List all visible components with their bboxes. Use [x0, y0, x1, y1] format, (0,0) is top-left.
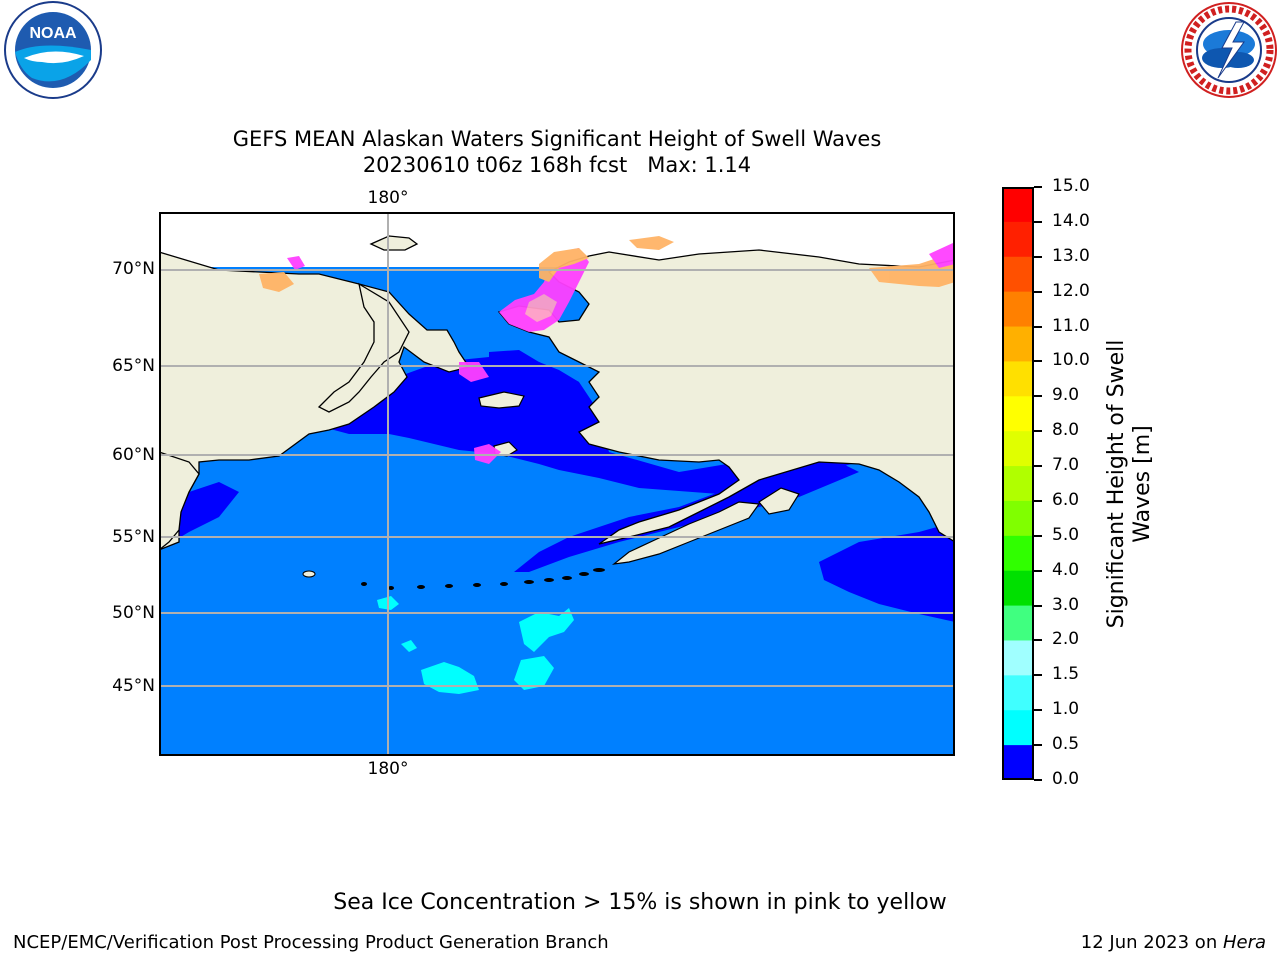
colorbar-tick-label: 15.0 — [1052, 176, 1090, 196]
sea-ice-chukchi-core — [525, 294, 557, 322]
noaa-logo-text: NOAA — [29, 25, 77, 42]
swell-map — [159, 212, 955, 756]
land-chukotka — [317, 282, 410, 413]
colorbar-tick-mark — [1034, 569, 1042, 572]
ocean-swell-0-0.5-gulf — [819, 522, 954, 622]
colorbar-tick-label: 1.0 — [1052, 699, 1080, 720]
colorbar-segment — [1002, 570, 1034, 607]
colorbar-tick-label: 10.0 — [1052, 350, 1090, 371]
lon-label-bottom: 180° — [367, 759, 409, 779]
colorbar-segment — [1002, 187, 1034, 223]
sea-ice-nw-siberia — [259, 272, 294, 292]
aleutian-islands — [302, 568, 605, 590]
colorbar-tick-mark — [1034, 360, 1042, 363]
credit-text: NCEP/EMC/Verification Post Processing Pr… — [13, 932, 609, 953]
colorbar-segment — [1002, 745, 1034, 780]
colorbar-tick-label: 1.5 — [1052, 664, 1080, 685]
colorbar-tick-label: 13.0 — [1052, 245, 1090, 266]
sea-ice-top-orange — [629, 236, 674, 250]
colorbar — [1002, 187, 1034, 780]
land-st-lawrence-island — [478, 391, 525, 409]
colorbar-tick-label: 14.0 — [1052, 210, 1090, 231]
colorbar-segment — [1002, 256, 1034, 293]
colorbar-segment — [1002, 605, 1034, 641]
colorbar-segment — [1002, 675, 1034, 711]
colorbar-segment — [1002, 466, 1034, 502]
colorbar-tick-mark — [1034, 604, 1042, 607]
colorbar-segment — [1002, 326, 1034, 362]
colorbar-tick-label: 11.0 — [1052, 315, 1090, 336]
colorbar-frame — [1002, 187, 1034, 780]
colorbar-tick-mark — [1034, 744, 1042, 747]
graticule — [160, 213, 954, 755]
colorbar-tick-label: 2.0 — [1052, 629, 1080, 650]
chart-subtitle: 20230610 t06z 168h fcst Max: 1.14 — [362, 153, 752, 177]
colorbar-tick-label: 3.0 — [1052, 594, 1080, 615]
colorbar-tick-mark — [1034, 255, 1042, 258]
colorbar-segment — [1002, 710, 1034, 746]
colorbar-tick-mark — [1034, 534, 1042, 537]
colorbar-label: Significant Height of Swell Waves [m] — [1104, 339, 1155, 629]
swell-1.0-1.5-patch-5 — [401, 640, 417, 652]
colorbar-tick-label: 0.0 — [1052, 769, 1080, 789]
date-text: 12 Jun 2023 on — [1080, 932, 1223, 953]
map-frame — [159, 212, 955, 756]
colorbar-tick-mark — [1034, 639, 1042, 642]
land-kodiak-island — [758, 487, 800, 515]
lat-label-50n: 50°N — [112, 603, 155, 623]
colorbar-tick-label: 7.0 — [1052, 455, 1080, 476]
colorbar-segment — [1002, 396, 1034, 432]
nws-logo — [1181, 2, 1277, 98]
colorbar-segment — [1002, 431, 1034, 467]
sea-ice-nw-patch — [287, 256, 305, 270]
lat-label-60n: 60°N — [112, 445, 155, 465]
colorbar-segment — [1002, 291, 1034, 328]
chart-title: GEFS MEAN Alaskan Waters Significant Hei… — [232, 127, 882, 151]
colorbar-tick-mark — [1034, 430, 1042, 433]
colorbar-tick-mark — [1034, 220, 1042, 223]
colorbar-tick-mark — [1034, 325, 1042, 328]
lat-label-65n: 65°N — [112, 356, 155, 376]
colorbar-tick-label: 0.5 — [1052, 734, 1080, 755]
colorbar-tick-mark — [1034, 290, 1042, 293]
sea-ice-note: Sea Ice Concentration > 15% is shown in … — [333, 890, 947, 915]
host-name: Hera — [1222, 932, 1266, 953]
colorbar-tick-label: 5.0 — [1052, 524, 1080, 545]
colorbar-tick-mark — [1034, 499, 1042, 502]
colorbar-segment — [1002, 221, 1034, 258]
colorbar-tick-mark — [1034, 674, 1042, 677]
colorbar-tick-mark — [1034, 779, 1042, 781]
colorbar-tick-label: 4.0 — [1052, 559, 1080, 580]
sea-ice-north-edge — [539, 248, 589, 282]
swell-1.0-1.5-patch-3 — [514, 656, 554, 690]
date-stamp: 12 Jun 2023 on Hera — [1081, 932, 1266, 953]
land-kamchatka — [160, 451, 200, 551]
lat-label-55n: 55°N — [112, 527, 155, 547]
noaa-logo: NOAA — [4, 1, 102, 99]
sea-ice-ne-pink — [929, 242, 954, 268]
colorbar-tick-label: 9.0 — [1052, 385, 1080, 406]
colorbar-tick-mark — [1034, 395, 1042, 398]
colorbar-tick-mark — [1034, 465, 1042, 468]
colorbar-tick-label: 12.0 — [1052, 280, 1090, 301]
swell-1.0-1.5-patch-1 — [519, 608, 574, 652]
lon-label-top: 180° — [367, 188, 409, 208]
colorbar-segment — [1002, 535, 1034, 572]
lat-label-70n: 70°N — [112, 259, 155, 279]
colorbar-segment — [1002, 640, 1034, 676]
colorbar-tick-label: 8.0 — [1052, 420, 1080, 441]
colorbar-tick-mark — [1034, 709, 1042, 712]
lat-label-45n: 45°N — [112, 676, 155, 696]
colorbar-segment — [1002, 361, 1034, 397]
colorbar-tick-mark — [1034, 186, 1042, 188]
colorbar-segment — [1002, 500, 1034, 537]
water-norton-sound — [489, 350, 579, 402]
colorbar-tick-label: 6.0 — [1052, 489, 1080, 510]
